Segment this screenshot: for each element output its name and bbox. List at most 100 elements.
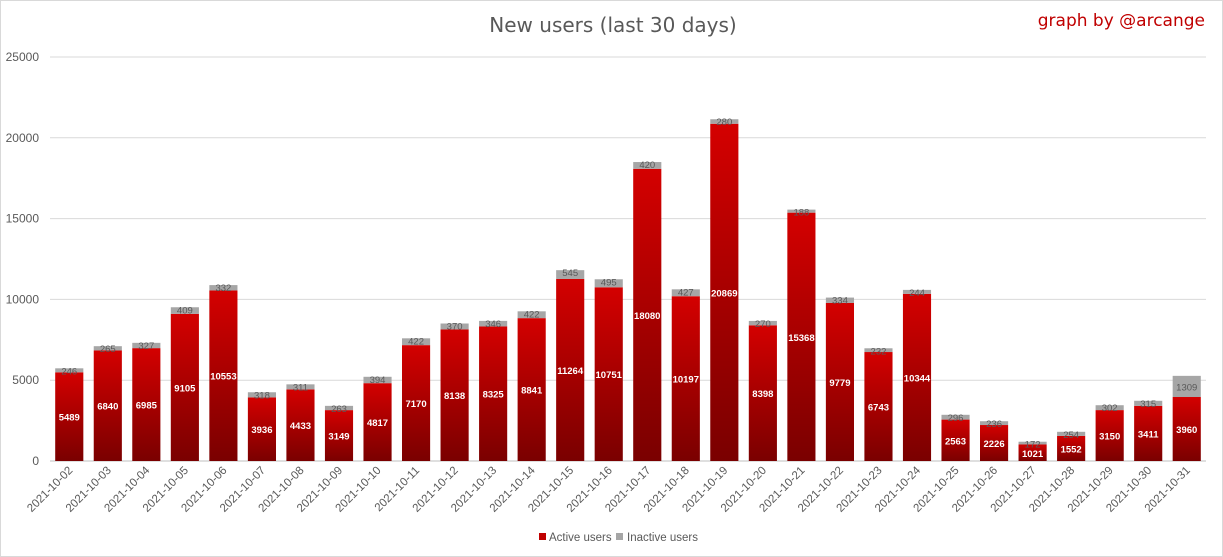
bar-active xyxy=(1172,397,1201,461)
bar-active xyxy=(748,325,777,461)
bar-active xyxy=(324,410,354,461)
data-label-active: 2563 xyxy=(945,436,966,447)
data-label-active: 8841 xyxy=(521,386,543,397)
bar-inactive xyxy=(209,285,238,291)
y-tick-label: 25000 xyxy=(6,50,40,64)
data-label-active: 10197 xyxy=(673,375,699,386)
data-label-active: 6985 xyxy=(136,401,158,412)
data-label-inactive: 232 xyxy=(871,346,887,357)
y-tick-label: 20000 xyxy=(6,131,40,145)
data-label-active: 9779 xyxy=(829,378,850,389)
data-label-inactive: 236 xyxy=(986,419,1002,430)
x-axis-ticks: 2021-10-022021-10-032021-10-042021-10-05… xyxy=(25,464,1193,515)
bar-active xyxy=(132,348,161,461)
data-label-active: 9105 xyxy=(174,383,196,394)
data-label-inactive: 495 xyxy=(601,277,617,288)
data-label-active: 5489 xyxy=(59,413,80,424)
bar-inactive xyxy=(594,279,623,288)
bar-inactive xyxy=(710,119,739,124)
data-label-inactive: 270 xyxy=(755,319,771,330)
bar-active xyxy=(479,326,508,461)
data-label-inactive: 327 xyxy=(138,341,154,352)
bar-inactive xyxy=(556,270,585,279)
data-label-active: 10553 xyxy=(210,372,236,383)
bar-inactive xyxy=(286,384,315,390)
bar-inactive xyxy=(1018,441,1047,445)
data-label-inactive: 244 xyxy=(909,288,925,299)
data-label-inactive: 422 xyxy=(408,336,424,347)
data-label-inactive: 280 xyxy=(716,117,732,128)
data-label-active: 4433 xyxy=(290,421,311,432)
bar-active xyxy=(902,293,932,461)
y-axis-ticks: 0 5000 10000 15000 20000 25000 xyxy=(6,50,40,468)
bar-active xyxy=(787,212,816,461)
data-label-inactive: 420 xyxy=(639,160,655,171)
data-label-active: 1552 xyxy=(1061,444,1082,455)
data-label-active: 7170 xyxy=(405,399,426,410)
bar-inactive xyxy=(1134,400,1163,406)
bar-active xyxy=(556,278,585,461)
bar-active xyxy=(710,123,739,461)
bar-inactive xyxy=(402,338,431,346)
bar-inactive xyxy=(633,162,662,169)
bar-active xyxy=(247,397,276,461)
data-label-active: 8325 xyxy=(483,390,505,401)
y-tick-label: 15000 xyxy=(6,212,40,226)
data-label-active: 10751 xyxy=(596,370,623,381)
bar-inactive xyxy=(902,289,932,294)
data-label-inactive: 254 xyxy=(1063,430,1079,441)
bar-inactive xyxy=(170,307,199,314)
data-label-inactive: 545 xyxy=(562,268,578,279)
bar-active xyxy=(55,372,84,461)
data-label-inactive: 172 xyxy=(1025,440,1041,451)
legend: Active users Inactive users xyxy=(539,532,698,544)
data-label-inactive: 409 xyxy=(177,305,193,316)
data-label-active: 11264 xyxy=(557,366,584,377)
data-label-inactive: 311 xyxy=(293,382,308,393)
bar-inactive xyxy=(363,376,392,384)
data-label-active: 6743 xyxy=(868,403,889,414)
bar-inactive xyxy=(748,320,777,326)
bar-inactive xyxy=(1172,375,1201,398)
data-label-inactive: 318 xyxy=(254,390,270,401)
bar-active xyxy=(93,350,122,461)
data-label-inactive: 370 xyxy=(447,322,463,333)
bar-inactive xyxy=(479,320,508,327)
data-label-inactive: 427 xyxy=(678,287,694,298)
bar-active xyxy=(1057,435,1086,461)
bar-active xyxy=(864,352,893,461)
data-label-active: 3411 xyxy=(1138,429,1159,440)
bar-inactive xyxy=(787,209,816,213)
bar-inactive xyxy=(247,392,276,398)
bar-inactive xyxy=(440,323,469,330)
bar-active xyxy=(633,168,662,461)
data-label-active: 10344 xyxy=(904,373,931,384)
data-label-active: 15368 xyxy=(788,333,814,344)
legend-label-active: Active users xyxy=(549,532,612,544)
data-label-active: 1021 xyxy=(1022,449,1044,460)
bar-active xyxy=(440,329,469,461)
bar-inactive xyxy=(980,421,1009,426)
data-label-inactive: 265 xyxy=(100,344,116,355)
bar-active xyxy=(402,345,431,461)
data-label-active: 3149 xyxy=(328,432,349,443)
data-label-active: 3150 xyxy=(1099,432,1120,443)
bars: 5489 246 6840 265 6985 327 9105 409 10553 332 3936… xyxy=(55,117,1201,461)
bar-active xyxy=(209,290,238,461)
y-tick-label: 10000 xyxy=(6,292,40,306)
legend-label-inactive: Inactive users xyxy=(627,532,698,544)
bar-active xyxy=(1095,410,1124,461)
bar-active xyxy=(517,318,546,461)
bar-inactive xyxy=(55,368,84,373)
bar-inactive xyxy=(93,346,122,351)
data-label-active: 8138 xyxy=(444,391,465,402)
bar-inactive xyxy=(671,289,700,297)
bar-active xyxy=(286,389,315,461)
bar-active xyxy=(363,383,392,461)
data-label-active: 20869 xyxy=(711,288,737,299)
data-label-inactive: 315 xyxy=(1140,399,1156,410)
y-tick-label: 0 xyxy=(32,454,39,468)
bar-inactive xyxy=(941,414,970,420)
